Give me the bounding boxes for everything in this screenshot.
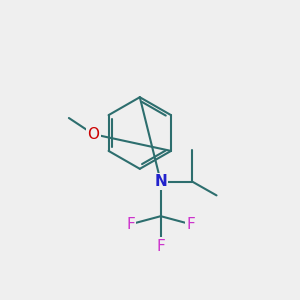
Text: N: N: [154, 174, 167, 189]
Text: F: F: [156, 239, 165, 254]
Text: F: F: [126, 217, 135, 232]
Text: O: O: [87, 127, 99, 142]
Text: F: F: [187, 217, 195, 232]
